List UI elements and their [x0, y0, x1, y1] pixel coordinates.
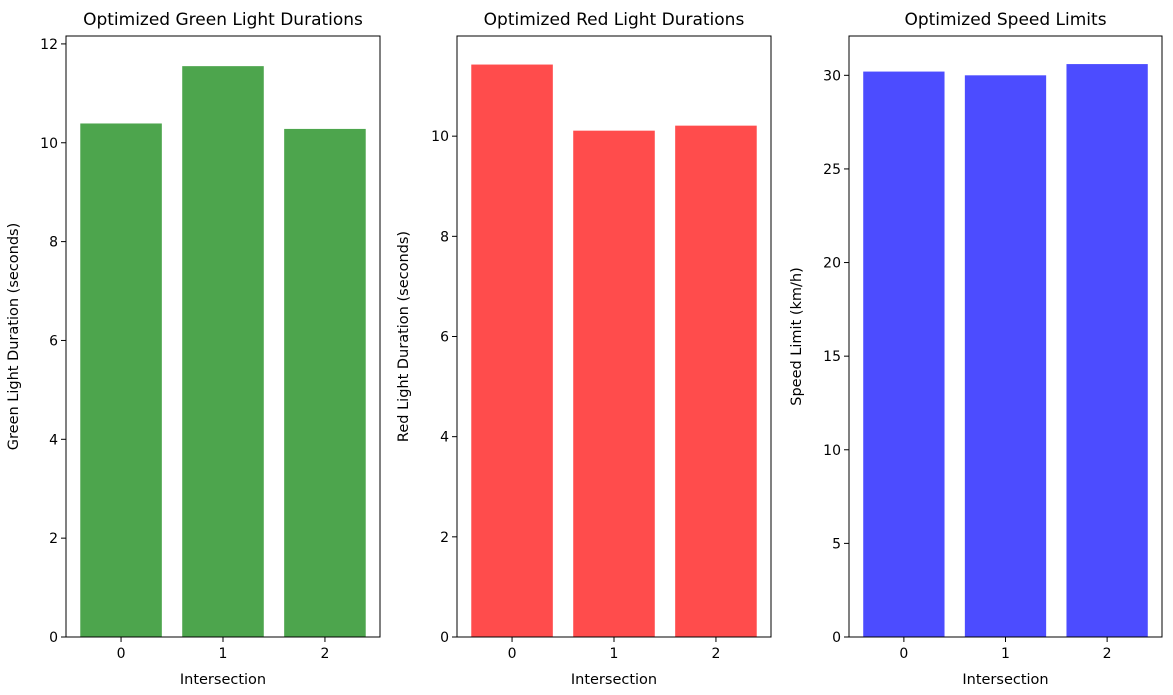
- x-tick-label: 1: [219, 646, 228, 662]
- y-tick-label: 2: [49, 531, 58, 547]
- y-tick-label: 6: [49, 333, 58, 349]
- bar-0: [80, 123, 162, 638]
- y-tick-label: 30: [823, 68, 841, 84]
- bar-2: [675, 125, 757, 637]
- x-tick-label: 1: [1001, 646, 1010, 662]
- y-axis-label: Green Light Duration (seconds): [6, 223, 22, 450]
- y-tick-label: 10: [823, 443, 841, 459]
- bar-0: [863, 71, 945, 637]
- chart-title: Optimized Green Light Durations: [83, 10, 363, 30]
- x-tick-label: 0: [899, 646, 908, 662]
- chart-title: Optimized Red Light Durations: [484, 10, 745, 30]
- y-tick-label: 5: [832, 536, 841, 552]
- bar-1: [964, 75, 1047, 638]
- y-tick-label: 6: [440, 330, 449, 346]
- y-tick-label: 4: [49, 432, 58, 448]
- bar-0: [471, 64, 553, 638]
- y-axis-label: Speed Limit (km/h): [789, 267, 805, 406]
- x-tick-label: 0: [117, 646, 126, 662]
- y-tick-label: 2: [440, 530, 449, 546]
- y-tick-label: 4: [440, 430, 449, 446]
- x-tick-label: 2: [1103, 646, 1112, 662]
- y-tick-label: 12: [40, 37, 58, 53]
- y-tick-label: 25: [823, 162, 841, 178]
- x-tick-label: 0: [508, 646, 517, 662]
- y-tick-label: 0: [440, 630, 449, 646]
- bar-1: [182, 66, 264, 637]
- y-axis-label: Red Light Duration (seconds): [396, 231, 412, 442]
- y-tick-label: 0: [832, 630, 841, 646]
- x-tick-label: 2: [320, 646, 329, 662]
- y-tick-label: 10: [431, 129, 449, 145]
- chart-panel-1: 0 1 2 0 2 4 6 8 10 Optimized Red Light Durations I…: [396, 10, 772, 688]
- x-axis-label: Intersection: [571, 672, 657, 688]
- y-tick-label: 8: [440, 229, 449, 245]
- y-tick-label: 15: [823, 349, 841, 365]
- y-tick-label: 8: [49, 235, 58, 251]
- x-tick-label: 2: [711, 646, 720, 662]
- bar-2: [284, 128, 366, 637]
- y-tick-label: 10: [40, 136, 58, 152]
- bar-1: [573, 130, 655, 637]
- bar-2: [1066, 64, 1148, 638]
- chart-title: Optimized Speed Limits: [904, 10, 1106, 30]
- y-tick-label: 20: [823, 256, 841, 272]
- x-axis-label: Intersection: [180, 672, 266, 688]
- y-tick-label: 0: [49, 630, 58, 646]
- x-axis-label: Intersection: [962, 672, 1048, 688]
- x-tick-label: 1: [610, 646, 619, 662]
